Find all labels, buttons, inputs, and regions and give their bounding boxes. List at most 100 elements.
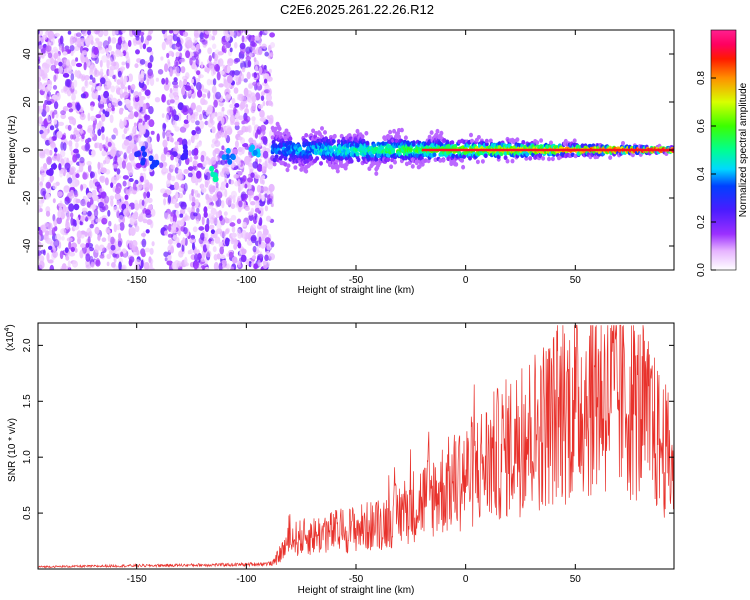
spectrogram-cell <box>166 179 171 188</box>
spectrogram-cell <box>123 139 130 146</box>
spectrogram-cell <box>268 253 275 261</box>
spectrogram-cell <box>286 163 291 168</box>
spectrogram-cell <box>210 156 217 165</box>
spectrogram-cell <box>183 151 189 158</box>
spectrogram-cell <box>80 52 85 62</box>
spectrogram-cell <box>117 70 122 78</box>
spectrogram-cell <box>116 79 122 85</box>
spectrogram-cell <box>166 151 170 157</box>
spectrogram-cell <box>114 193 121 200</box>
spectrogram-cell <box>177 173 183 181</box>
spectrogram-cell <box>228 179 232 184</box>
spectrogram-cell <box>134 199 139 207</box>
spectrogram-cell <box>255 65 258 72</box>
spectrogram-cell <box>110 244 116 251</box>
spectrogram-cell <box>305 159 310 164</box>
spectrogram-cell <box>221 154 227 161</box>
snr-y-tick-label: 1.5 <box>22 394 33 408</box>
spectrogram-cell <box>204 120 209 126</box>
spectrogram-cell <box>118 52 124 57</box>
spectrogram-cell <box>239 58 244 64</box>
spectrogram-cell <box>226 109 233 116</box>
spectrogram-cell <box>249 52 253 58</box>
spectrogram-cell <box>70 73 75 81</box>
spectrogram-cell <box>253 57 257 63</box>
spectrogram-cell <box>208 34 213 41</box>
spectrogram-cell <box>131 30 136 36</box>
spectrogram-cell <box>234 121 240 126</box>
spectrogram-cell <box>109 195 115 201</box>
spectrogram-cell <box>167 239 173 245</box>
spectrogram-cell <box>115 129 119 136</box>
spectrogram-cell <box>131 245 135 251</box>
spectrogram-cell <box>57 191 63 198</box>
spectrogram-cell <box>309 155 314 161</box>
spectrogram-cell <box>127 135 133 142</box>
spectrogram-cell <box>541 156 546 161</box>
spectrogram-cell <box>144 89 151 96</box>
spectrogram-cell <box>39 260 45 269</box>
spectrogram-cell <box>38 177 41 182</box>
spectrogram-cell <box>234 42 238 49</box>
spectrogram-cell <box>262 136 268 145</box>
spectrogram-cell <box>127 167 134 176</box>
spectrogram-cell <box>90 197 94 206</box>
spectrogram-cell <box>184 215 191 221</box>
spectrogram-cell <box>110 182 114 188</box>
colorbar-tick-label: 0.8 <box>696 71 707 85</box>
spectrogram-cell <box>119 66 126 71</box>
spectrogram-cell <box>169 88 173 94</box>
spectrogram-cell <box>220 217 226 226</box>
spectrogram-cell <box>216 160 223 165</box>
spectrogram-cell <box>90 39 94 46</box>
spectrogram-cell <box>97 234 101 241</box>
spectrogram-cell <box>218 262 223 270</box>
spectrogram-cell <box>118 108 124 115</box>
spectrogram-cell <box>132 38 137 44</box>
spectrogram-cell <box>191 202 196 207</box>
spectrogram-cell <box>108 220 112 227</box>
spectrogram-cell <box>227 75 233 84</box>
spectrogram-cell <box>237 263 242 268</box>
spectrogram-cell <box>549 140 553 146</box>
spectrogram-cell <box>163 198 167 206</box>
spectrogram-cell <box>143 262 150 270</box>
spectrogram-cell <box>118 150 123 155</box>
spectrogram-cell <box>152 161 158 168</box>
spectrogram-cell <box>419 155 424 161</box>
spectrogram-cell <box>74 248 78 253</box>
spectrogram-cell <box>121 265 126 270</box>
spectrogram-cell <box>96 85 102 91</box>
spectrogram-cell <box>92 122 96 131</box>
spectrogram-cell <box>195 261 199 267</box>
spectrogram-cell <box>131 83 136 91</box>
spectrogram-cell <box>245 51 250 57</box>
spectrogram-cell <box>122 180 127 187</box>
spectrogram-cell <box>197 193 201 198</box>
spectrogram-cell <box>74 41 81 46</box>
spectrogram-cell <box>170 154 174 161</box>
spectrogram-cell <box>173 84 179 89</box>
spectrogram-cell <box>193 36 198 44</box>
spectrogram-cell <box>212 78 217 86</box>
spectrogram-cell <box>259 109 265 118</box>
spectrogram-cell <box>163 83 170 91</box>
spectrogram-cell <box>148 266 153 270</box>
spectrogram-cell <box>101 126 105 133</box>
spectrogram-cell <box>238 115 244 121</box>
spectrogram-cell <box>100 98 104 105</box>
spectrogram-cell <box>199 32 205 40</box>
spectrogram-cell <box>100 77 106 85</box>
spectrogram-cell <box>259 217 263 226</box>
spectrogram-cell <box>45 230 50 236</box>
spectrogram-cell <box>73 203 80 211</box>
spectrogram-cell <box>460 158 465 163</box>
spectrogram-cell <box>206 107 212 113</box>
spectrogram-cell <box>50 175 55 181</box>
spectrogram-cell <box>122 78 127 86</box>
spectrogram-cell <box>470 138 474 144</box>
spectrogram-cell <box>141 238 147 248</box>
spectrogram-cell <box>183 227 188 235</box>
spectrogram-cell <box>146 35 152 41</box>
spectrogram-cell <box>427 134 432 140</box>
